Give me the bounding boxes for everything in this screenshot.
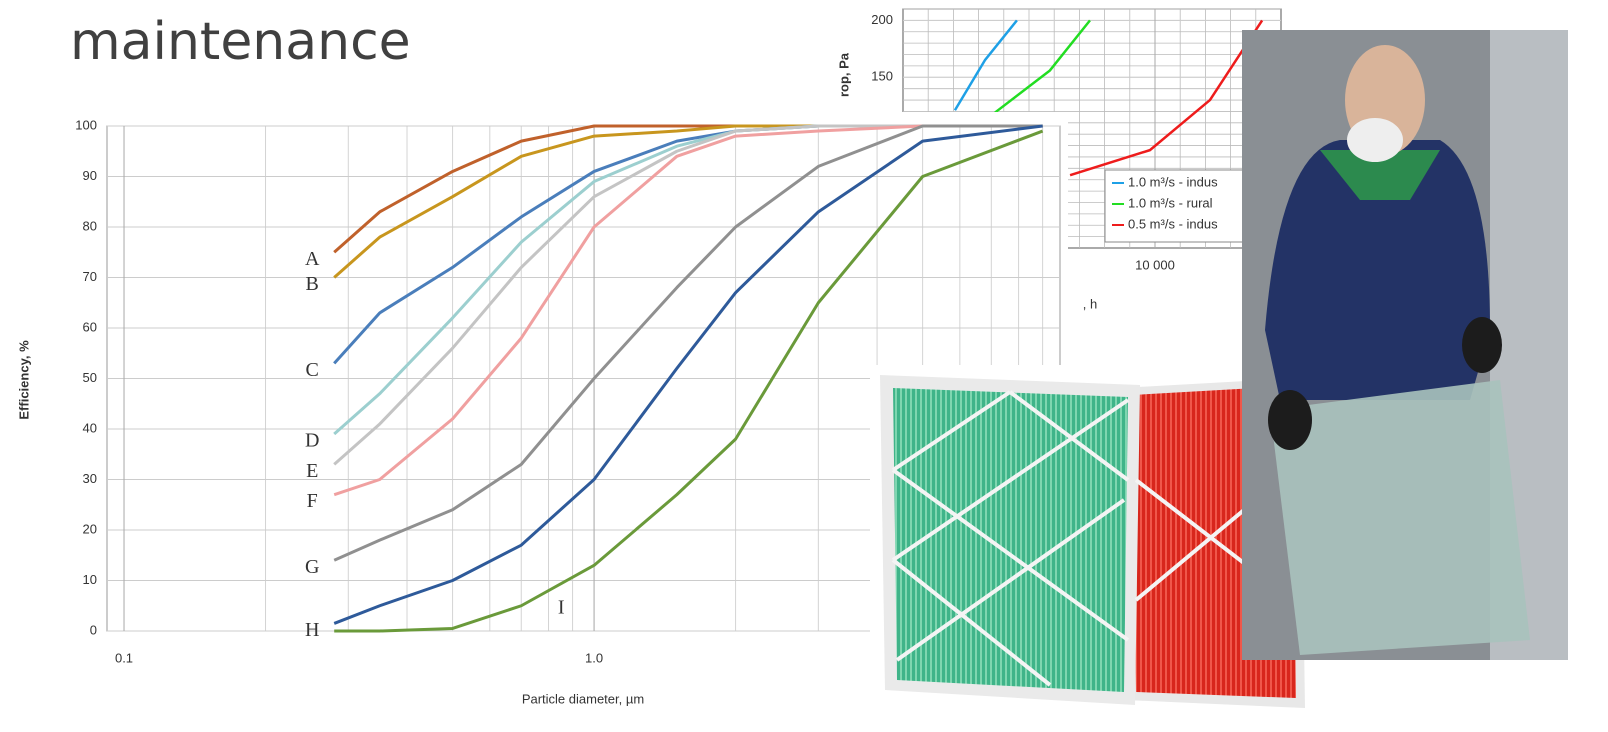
y-tick-label: 40 [83,420,97,435]
series-line [333,124,1043,497]
series-line [994,19,1091,114]
x-tick-label: 1.0 [585,650,603,665]
x-axis-title: , h [1083,296,1097,311]
y-tick-label: 100 [75,117,97,132]
series-label: A [305,248,320,270]
filter-bag [1270,380,1530,655]
x-tick-label: 0.1 [115,650,133,665]
legend-label: 1.0 m³/s - indus [1128,174,1218,189]
series-line [333,124,1043,625]
legend-label: 0.5 m³/s - indus [1128,216,1218,231]
series-label: I [558,596,565,618]
glove [1462,317,1502,373]
series-label: H [305,619,319,641]
series-label: B [306,273,319,295]
series-label: E [306,460,318,482]
glove [1268,390,1312,450]
y-tick-label: 30 [83,471,97,486]
worker-photo [1242,30,1568,660]
slide-title: maintenance [70,12,411,72]
filter-lattice [891,390,1294,687]
y-tick-label: 0 [90,622,97,637]
x-axis-title: Particle diameter, µm [522,691,644,706]
jacket [1265,140,1490,400]
series-line [333,124,1043,466]
y-tick-label: 200 [871,12,893,27]
y-tick-label: 50 [83,370,97,385]
series-line [334,129,1044,633]
series-line [333,124,1043,562]
y-tick-label: 60 [83,319,97,334]
green-filter [893,388,1128,692]
x-tick-label: 10 000 [1135,257,1175,272]
series-line [1069,19,1264,177]
y-tick-label: 80 [83,218,97,233]
y-tick-label: 20 [83,521,97,536]
y-tick-label: 150 [871,69,893,84]
y-tick-label: 10 [83,572,97,587]
collar [1320,150,1440,200]
series-label: D [305,430,319,452]
series-line [953,19,1018,111]
y-axis-title: rop, Pa [836,52,851,97]
series-label: C [306,359,319,381]
y-axis-title: Efficiency, % [16,340,31,420]
series-label: F [307,490,318,512]
legend-label: 1.0 m³/s - rural [1128,195,1213,210]
legend-box [1104,169,1266,243]
y-tick-label: 90 [83,168,97,183]
series-label: G [305,556,319,578]
y-tick-label: 70 [83,269,97,284]
mask [1347,118,1403,162]
